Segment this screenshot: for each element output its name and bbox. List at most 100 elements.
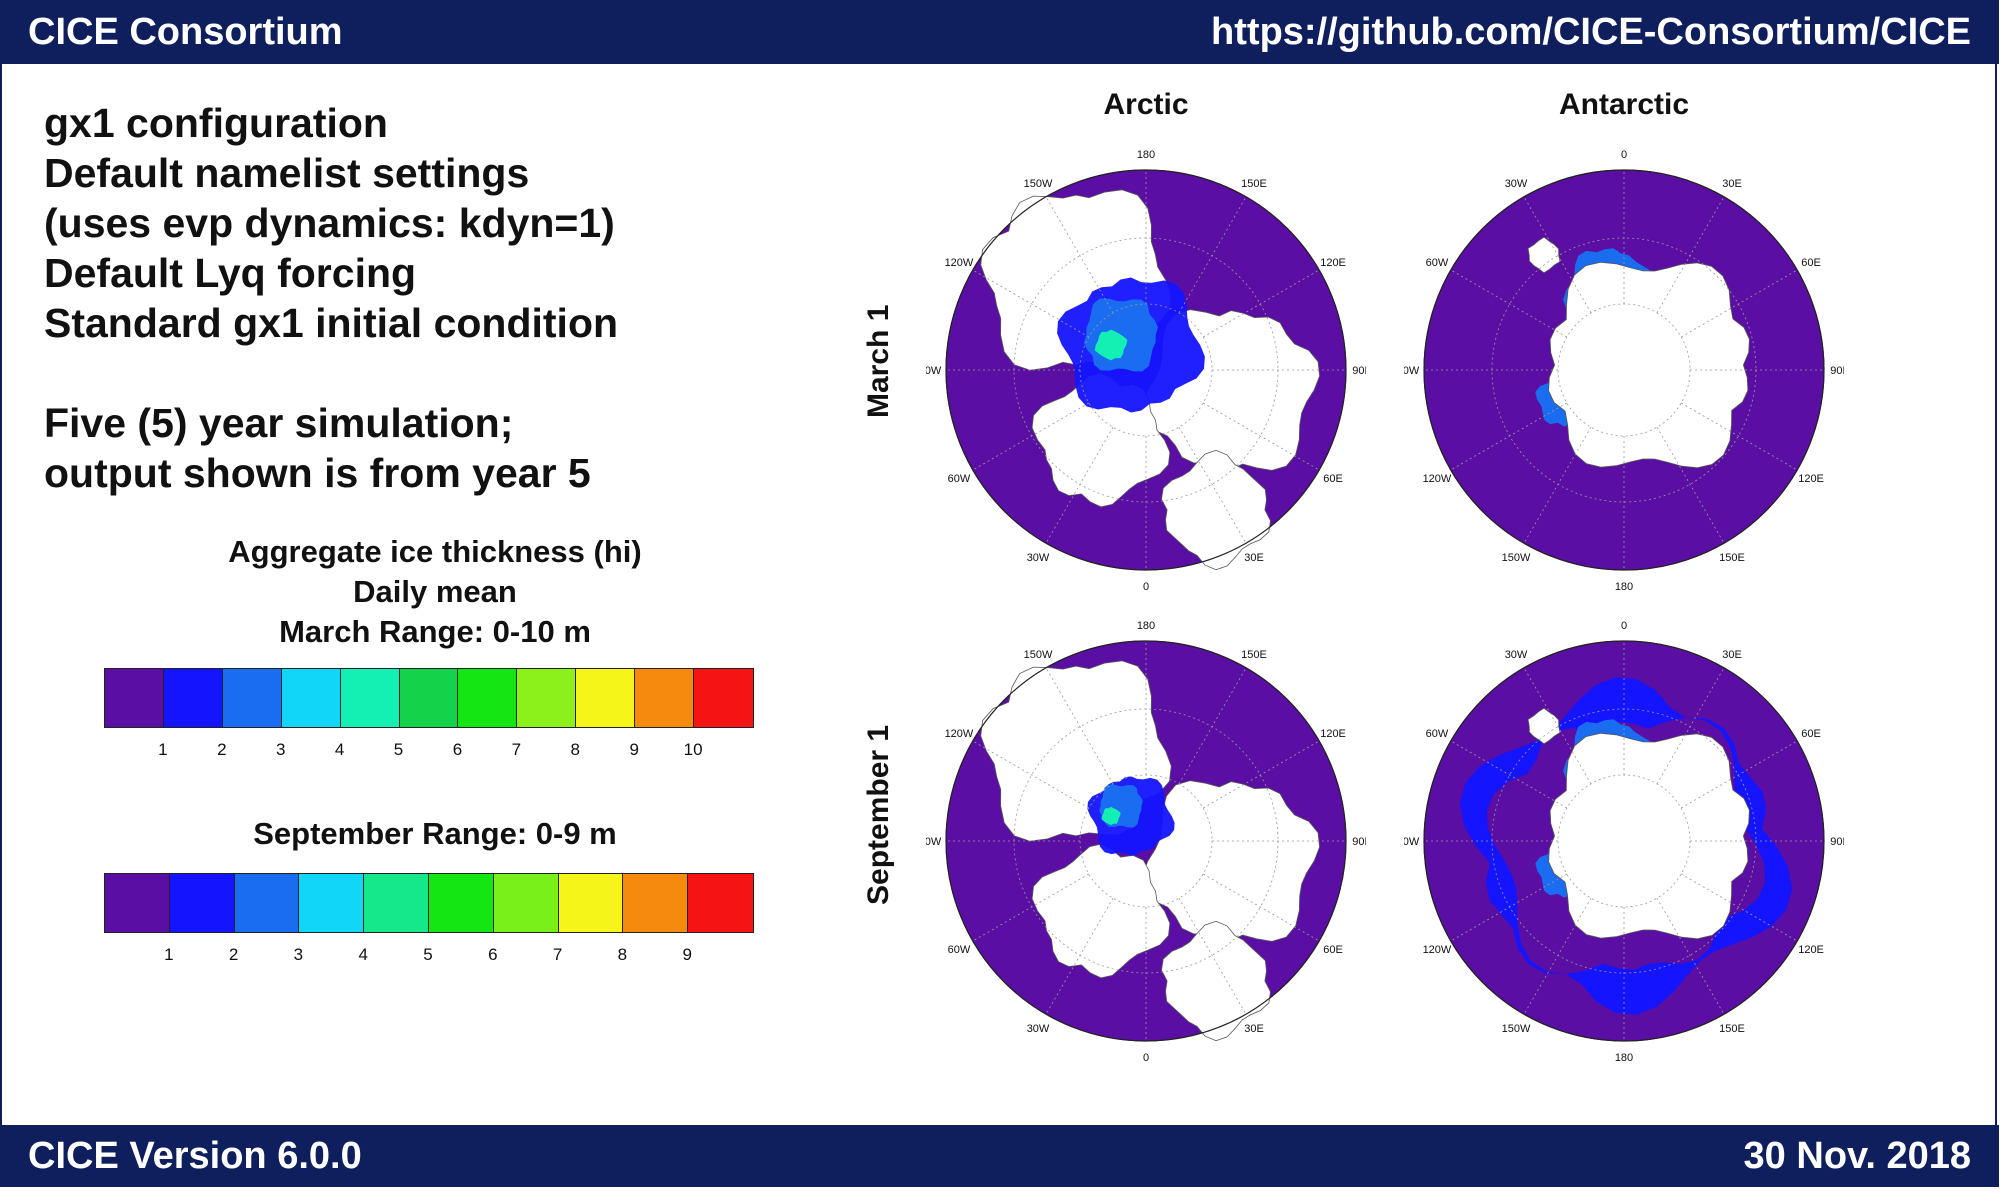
march-colorbar-swatch: [635, 669, 695, 727]
greenland: [1031, 843, 1171, 979]
meridian-line: [1680, 269, 1798, 338]
longitude-label: 150W: [1024, 178, 1053, 190]
longitude-label: 180: [1615, 581, 1633, 593]
september-colorbar-swatch: [234, 874, 300, 932]
meridian-line: [1656, 897, 1725, 1015]
longitude-label: 120W: [945, 728, 974, 740]
meridian-line: [1045, 897, 1114, 1015]
longitude-label: 30E: [1722, 178, 1742, 190]
repo-url[interactable]: https://github.com/CICE-Consortium/CICE: [1211, 10, 1971, 53]
col-title-arctic: Arctic: [1103, 88, 1189, 121]
longitude-label: 150W: [1502, 1023, 1531, 1035]
longitude-label: 90E: [1352, 836, 1366, 848]
land-mass: [1527, 707, 1561, 745]
map-border: [1423, 169, 1825, 571]
footer-bar: CICE Version 6.0.0 30 Nov. 2018: [0, 1125, 1999, 1187]
config-line: Standard gx1 initial condition: [44, 300, 619, 346]
longitude-label: 0: [1143, 581, 1149, 593]
march-colorbar-tick: 4: [334, 740, 345, 759]
map-arctic-march: 180 150E 120E 90E 60E 30E 0 30W 60W 90W 120W 150W: [926, 149, 1366, 593]
date-label: 30 Nov. 2018: [1743, 1134, 1971, 1177]
meridian-line: [1178, 897, 1247, 1015]
september-colorbar-tick: 8: [617, 945, 628, 964]
march-colorbar-swatch: [458, 669, 518, 727]
september-range-label: September Range: 0-9 m: [253, 816, 617, 851]
meridian-line: [1680, 402, 1798, 471]
longitude-label: 180: [1137, 149, 1155, 161]
longitude-label: 60W: [948, 473, 971, 485]
longitude-label: 120E: [1320, 728, 1346, 740]
longitude-label: 60E: [1801, 728, 1821, 740]
config-line: gx1 configuration: [44, 100, 388, 146]
longitude-label: 90E: [1830, 365, 1844, 377]
longitude-label: 150E: [1719, 1023, 1745, 1035]
config-line: Default Lyq forcing: [44, 250, 417, 296]
sea-ice-thick: [1101, 806, 1121, 826]
march-colorbar-swatch: [163, 669, 223, 727]
meridian-line: [1045, 196, 1114, 314]
longitude-label: 0: [1621, 149, 1627, 161]
longitude-label: 60W: [1426, 728, 1449, 740]
longitude-label: 90W: [926, 836, 942, 848]
longitude-label: 180: [1137, 620, 1155, 632]
september-colorbar-tick: 9: [682, 945, 692, 964]
march-colorbar-tick: 9: [629, 740, 639, 759]
september-colorbar-tick: 4: [358, 945, 368, 964]
longitude-label: 120W: [1423, 473, 1452, 485]
september-colorbar-swatch: [105, 874, 170, 932]
legend-title: Aggregate ice thickness (hi): [228, 534, 642, 569]
september-colorbar-swatch: [623, 874, 689, 932]
meridian-line: [1523, 897, 1592, 1015]
september-colorbar-swatch: [688, 874, 753, 932]
march-colorbar-swatch: [694, 669, 753, 727]
map-antarctic-march: 0 30E 60E 90E 120E 150E 180 150W 120W 90W 60W 30W: [1404, 149, 1844, 593]
sea-ice-thick: [1094, 329, 1128, 361]
september-colorbar-tick: 3: [293, 945, 304, 964]
config-line: output shown is from year 5: [44, 450, 591, 496]
longitude-label: 30E: [1244, 552, 1264, 564]
antarctica: [1548, 732, 1750, 940]
march-colorbar-swatch: [576, 669, 636, 727]
march-colorbar-tick: 1: [158, 740, 168, 759]
march-colorbar-swatch: [517, 669, 577, 727]
march-colorbar-tick: 3: [275, 740, 286, 759]
longitude-label: 30W: [1027, 552, 1050, 564]
map-antarctic-september: 0 30E 60E 90E 120E 150E 180 150W 120W 90W 60W 30W: [1404, 620, 1844, 1064]
land-mass: [1527, 236, 1561, 274]
march-range-label: March Range: 0-10 m: [279, 614, 591, 649]
longitude-label: 60E: [1801, 257, 1821, 269]
meridian-line: [1656, 426, 1725, 544]
longitude-label: 150W: [1502, 552, 1531, 564]
legend-subtitle: Daily mean: [353, 574, 517, 609]
longitude-label: 60E: [1323, 473, 1343, 485]
config-text: gx1 configuration Default namelist setti…: [44, 98, 618, 498]
september-colorbar-tick: 5: [423, 945, 433, 964]
september-colorbar-tick: 6: [488, 945, 498, 964]
config-line: (uses evp dynamics: kdyn=1): [44, 200, 615, 246]
march-colorbar-swatch: [105, 669, 164, 727]
march-colorbar-tick: 6: [452, 740, 463, 759]
longitude-label: 60W: [948, 944, 971, 956]
meridian-line: [1656, 196, 1725, 314]
meridian-line: [1178, 196, 1247, 314]
september-colorbar-tick: 2: [228, 945, 239, 964]
longitude-label: 90E: [1830, 836, 1844, 848]
longitude-label: 30W: [1505, 649, 1528, 661]
scandinavia: [1161, 449, 1271, 571]
config-line: Five (5) year simulation;: [44, 400, 514, 446]
longitude-label: 120E: [1798, 944, 1824, 956]
land-mass: [1141, 780, 1321, 942]
september-colorbar-swatch: [299, 874, 365, 932]
longitude-label: 150W: [1024, 649, 1053, 661]
col-title-antarctic: Antarctic: [1558, 88, 1690, 121]
longitude-label: 30E: [1722, 649, 1742, 661]
september-colorbar-tick: 7: [552, 945, 563, 964]
march-colorbar-swatch: [281, 669, 341, 727]
september-colorbar-swatch: [493, 874, 559, 932]
march-colorbar-tick: 8: [570, 740, 580, 759]
row-title-september: September 1: [862, 724, 895, 905]
march-colorbar-tick: 10: [683, 740, 703, 759]
antarctica: [1548, 261, 1750, 469]
march-colorbar: [104, 668, 754, 728]
longitude-label: 60W: [1426, 257, 1449, 269]
